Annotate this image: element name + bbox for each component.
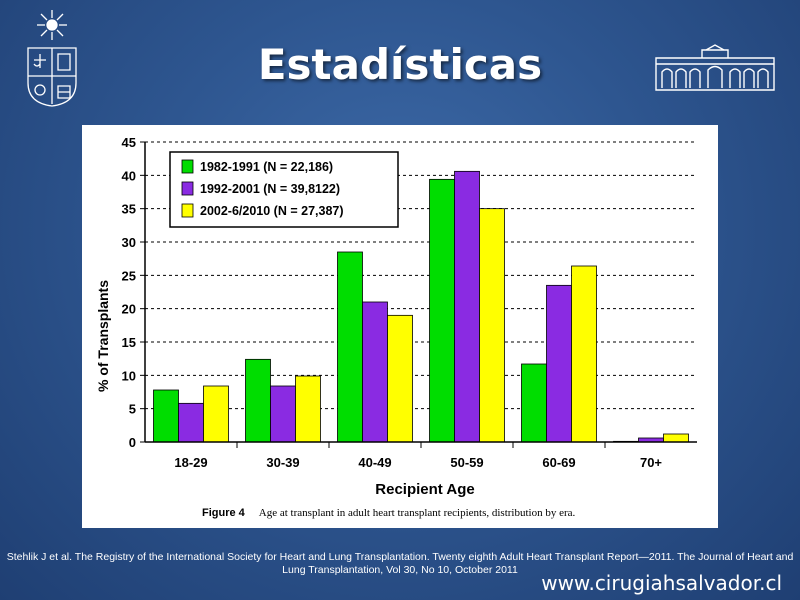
- bar-18-29-series-1: [153, 389, 179, 443]
- bar-60-69-series-2: [546, 284, 572, 443]
- bar-40-49-series-1: [337, 251, 363, 443]
- chart-panel: 0 5 10 15 20 25 30 35 40 45 18-29 30-39 40-49 50-59 60…: [82, 125, 718, 528]
- x-axis-label: Recipient Age: [375, 481, 474, 498]
- bar-18-29-series-3: [203, 385, 229, 443]
- university-crest-logo: [27, 10, 77, 107]
- figure-caption: Figure 4 Age at transplant in adult heart…: [202, 507, 575, 519]
- x-tick-label: 18-29: [174, 455, 207, 470]
- y-tick-label: 25: [122, 268, 136, 283]
- y-tick-label: 0: [129, 435, 136, 450]
- y-tick-label: 35: [122, 202, 136, 217]
- legend-swatch: [181, 181, 194, 196]
- y-tick-label: 30: [122, 235, 136, 250]
- legend-box: [169, 151, 399, 228]
- x-tick-label: 70+: [640, 455, 662, 470]
- legend-label: 1992-2001 (N = 39,8122): [200, 182, 340, 196]
- x-tick-label: 50-59: [450, 455, 483, 470]
- y-tick-label: 15: [122, 335, 136, 350]
- x-tick-label: 60-69: [542, 455, 575, 470]
- x-tick-label: 40-49: [358, 455, 391, 470]
- y-tick-label: 20: [122, 302, 136, 317]
- y-tick-label: 10: [122, 368, 136, 383]
- legend-swatch: [181, 203, 194, 218]
- bar-70+-series-3: [663, 433, 689, 443]
- legend-label: 1982-1991 (N = 22,186): [200, 160, 333, 174]
- y-tick-label: 45: [122, 135, 136, 150]
- website-url: www.cirugiahsalvador.cl: [541, 571, 782, 595]
- y-axis-label: % of Transplants: [95, 280, 111, 392]
- figure-caption-text: Age at transplant in adult heart transpl…: [258, 507, 576, 519]
- building-logo: [655, 44, 775, 91]
- legend-label: 2002-6/2010 (N = 27,387): [200, 204, 344, 218]
- y-tick-label: 5: [129, 402, 136, 417]
- bar-60-69-series-3: [571, 265, 597, 443]
- bar-40-49-series-3: [387, 314, 413, 443]
- bar-50-59-series-1: [429, 178, 455, 443]
- bar-50-59-series-2: [454, 170, 480, 443]
- y-tick-label: 40: [122, 168, 136, 183]
- bar-30-39-series-2: [270, 385, 296, 443]
- bar-40-49-series-2: [362, 301, 388, 443]
- citation: Stehlik J et al. The Registry of the Int…: [6, 551, 794, 576]
- legend-swatch: [181, 159, 194, 174]
- slide-title: Estadísticas: [257, 40, 543, 89]
- bar-30-39-series-3: [295, 375, 321, 443]
- figure-number: Figure 4: [202, 507, 245, 519]
- legend: 1982-1991 (N = 22,186) 1992-2001 (N = 39,…: [169, 151, 399, 228]
- bar-chart: 0 5 10 15 20 25 30 35 40 45 18-29 30-39 40-49 50-59 60…: [95, 135, 697, 498]
- bar-30-39-series-1: [245, 358, 271, 443]
- bar-18-29-series-2: [178, 402, 204, 443]
- bar-60-69-series-1: [521, 363, 547, 443]
- x-tick-label: 30-39: [266, 455, 299, 470]
- bar-50-59-series-3: [479, 208, 505, 443]
